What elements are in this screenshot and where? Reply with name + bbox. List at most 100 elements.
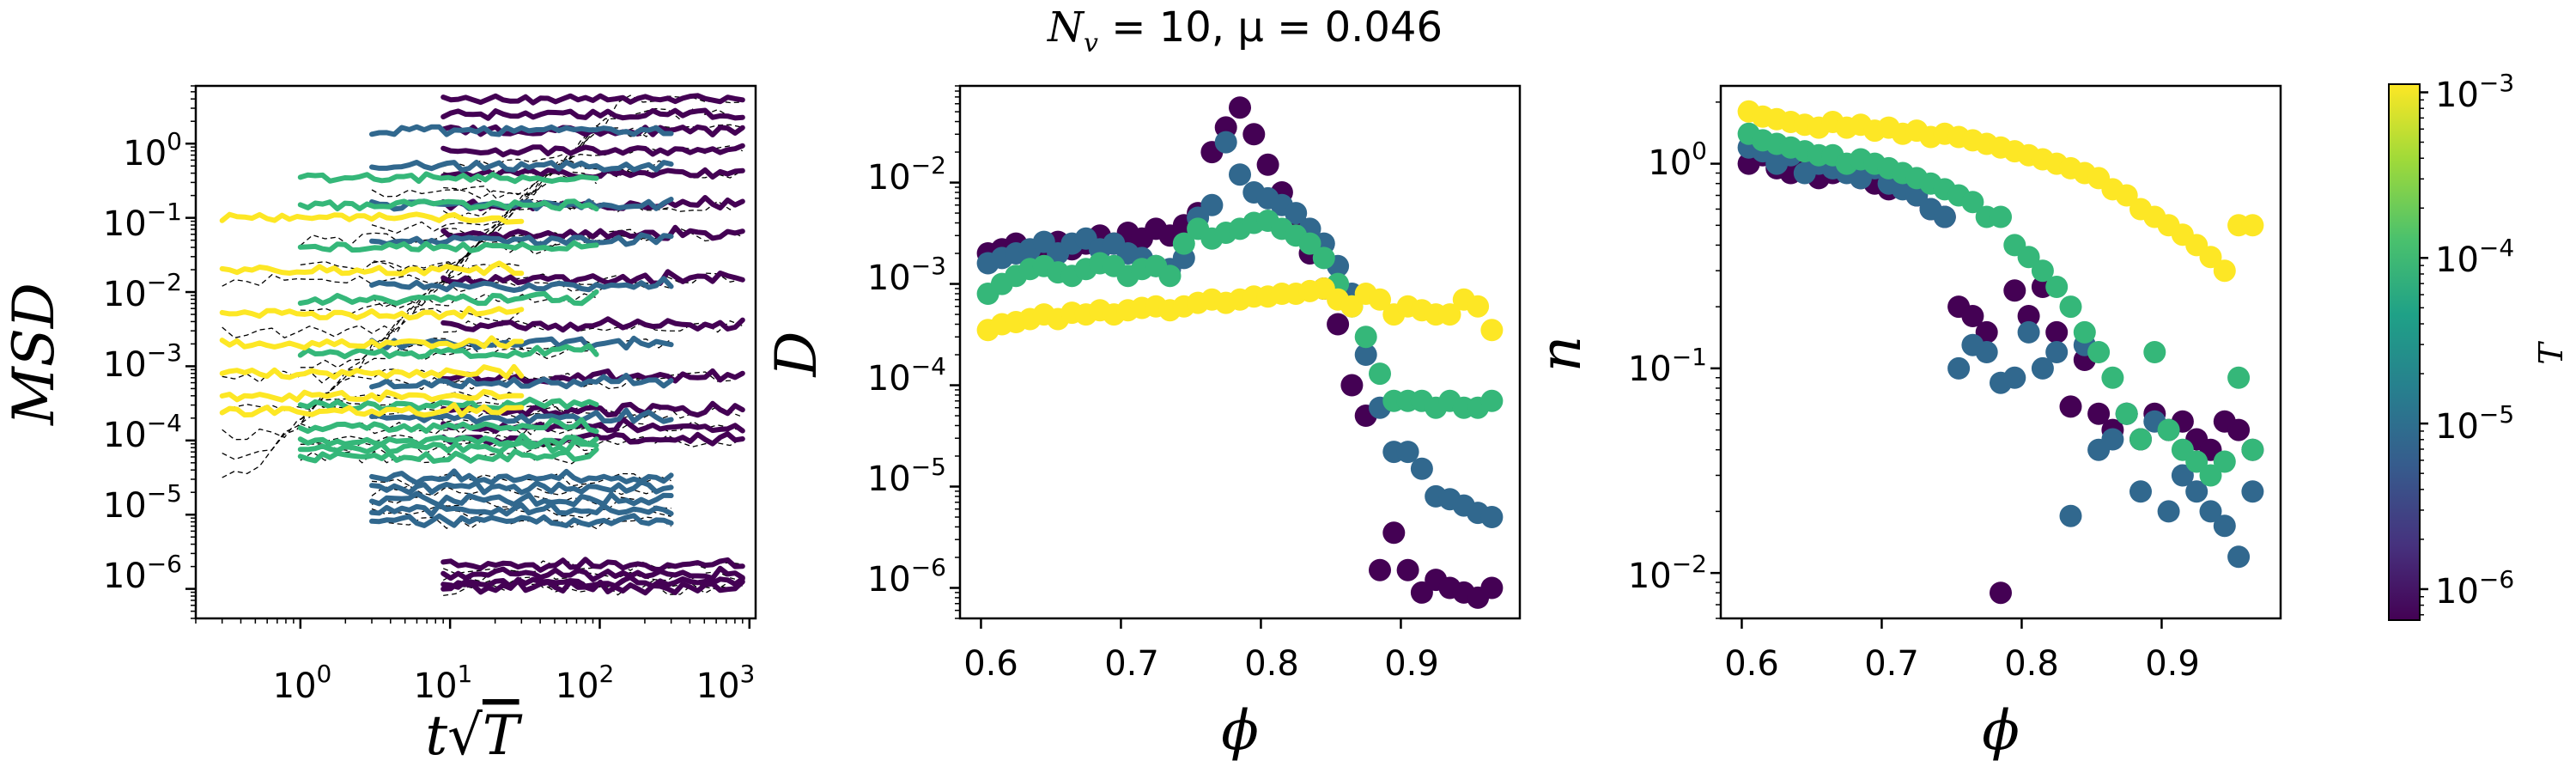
D-point <box>1214 131 1237 154</box>
colorbar-gradient <box>2388 83 2421 621</box>
msd-ticks <box>185 85 751 629</box>
n-point <box>2017 246 2040 269</box>
D-point <box>1340 374 1364 397</box>
msd-trajectory <box>297 171 599 185</box>
msd-y-axis-label: MSD <box>1 283 67 426</box>
n-point <box>1947 356 1971 380</box>
msd-trajectory <box>369 124 674 137</box>
D-point <box>1382 521 1406 545</box>
n-point <box>2199 500 2222 523</box>
D-point <box>1242 123 1266 146</box>
n-point <box>2213 514 2236 538</box>
n-point <box>1961 191 1984 214</box>
n-point <box>2143 341 2166 363</box>
colorbar-label: T <box>2532 341 2570 365</box>
n-ticks <box>1710 101 2163 629</box>
msd-xtick-2: 102 <box>556 660 615 706</box>
D-point <box>1354 326 1377 349</box>
msd-trajectory <box>219 402 525 418</box>
msd-trajectory <box>440 575 745 590</box>
msd-trajectory <box>440 143 745 158</box>
D-point <box>1327 313 1350 336</box>
D-ytick-1: 10−3 <box>867 252 946 298</box>
D-point <box>1396 441 1419 464</box>
msd-trajectory <box>440 224 745 241</box>
n-ytick-2: 10−2 <box>1628 550 1707 596</box>
D-point <box>1229 163 1251 186</box>
n-point <box>2227 366 2251 389</box>
msd-fit-line <box>222 263 522 339</box>
msd-trajectory <box>440 107 745 121</box>
colorbar: 10−3 10−4 10−5 10−6 T <box>2388 69 2570 621</box>
msd-trajectory <box>369 159 674 173</box>
D-point <box>1410 457 1433 480</box>
msd-trajectory <box>440 578 745 596</box>
n-point <box>2059 395 2082 418</box>
msd-trajectory <box>440 269 745 286</box>
msd-ytick-1: 10−1 <box>103 198 182 244</box>
n-point <box>2073 320 2096 344</box>
msd-x-axis-label: t√T <box>425 704 523 768</box>
n-point <box>2045 320 2069 344</box>
D-point <box>1467 295 1490 318</box>
D-point <box>1396 558 1419 581</box>
msd-fit-line <box>222 405 522 478</box>
msd-xtick-3: 103 <box>696 660 756 706</box>
D-axes-frame <box>958 84 1522 620</box>
msd-xtick-0: 100 <box>273 660 332 706</box>
D-point <box>1480 389 1504 412</box>
msd-fit-line <box>371 516 671 530</box>
n-point <box>2199 464 2222 487</box>
colorbar-tick-0: 10−3 <box>2435 69 2514 115</box>
msd-trajectory <box>219 363 525 380</box>
msd-panel: 100 101 102 103 100 10−1 10−2 10−3 10−4 … <box>1 84 757 768</box>
n-axes-frame <box>1719 84 2282 620</box>
n-point <box>1933 205 1956 228</box>
D-point <box>1354 344 1377 366</box>
msd-fit-line <box>443 124 743 199</box>
n-point <box>2241 480 2264 503</box>
n-point <box>2087 341 2111 363</box>
D-point <box>1200 193 1224 216</box>
D-point <box>1369 362 1391 386</box>
n-point <box>1990 581 2012 605</box>
msd-fit-line <box>300 346 597 420</box>
msd-trajectory <box>297 447 599 464</box>
D-point <box>1298 232 1321 255</box>
n-point <box>2227 545 2251 569</box>
msd-fit-line <box>371 484 671 496</box>
D-ytick-3: 10−5 <box>867 453 946 499</box>
n-point <box>2199 246 2222 269</box>
n-point <box>2031 356 2054 380</box>
D-ytick-0: 10−2 <box>867 151 946 198</box>
n-point <box>2227 418 2251 441</box>
colorbar-tick-3: 10−6 <box>2435 565 2514 612</box>
D-point <box>1158 265 1182 288</box>
n-xtick-2: 0.8 <box>2004 644 2059 684</box>
msd-ytick-0: 100 <box>123 127 182 173</box>
n-point <box>2101 366 2124 389</box>
n-point <box>1990 205 2012 228</box>
n-point <box>2213 450 2236 473</box>
msd-ytick-4: 10−4 <box>103 409 182 455</box>
D-xtick-0: 0.6 <box>963 644 1018 684</box>
msd-trajectory <box>219 306 525 321</box>
n-point <box>2003 366 2026 389</box>
D-xtick-1: 0.7 <box>1104 644 1159 684</box>
n-point <box>2115 184 2138 207</box>
msd-trajectory <box>297 289 599 307</box>
D-point <box>1256 153 1279 176</box>
n-point <box>2213 259 2236 283</box>
D-ytick-2: 10−4 <box>867 352 946 399</box>
n-point <box>2101 428 2124 451</box>
n-xtick-3: 0.9 <box>2145 644 2200 684</box>
msd-trajectory <box>219 388 525 403</box>
D-point <box>1480 506 1504 528</box>
D-point <box>1172 232 1195 255</box>
D-point <box>1438 303 1461 326</box>
msd-trajectory <box>297 437 599 454</box>
D-point <box>1229 96 1251 119</box>
msd-trajectory <box>297 240 599 253</box>
D-ytick-4: 10−6 <box>867 553 946 600</box>
msd-trajectory <box>369 276 674 293</box>
